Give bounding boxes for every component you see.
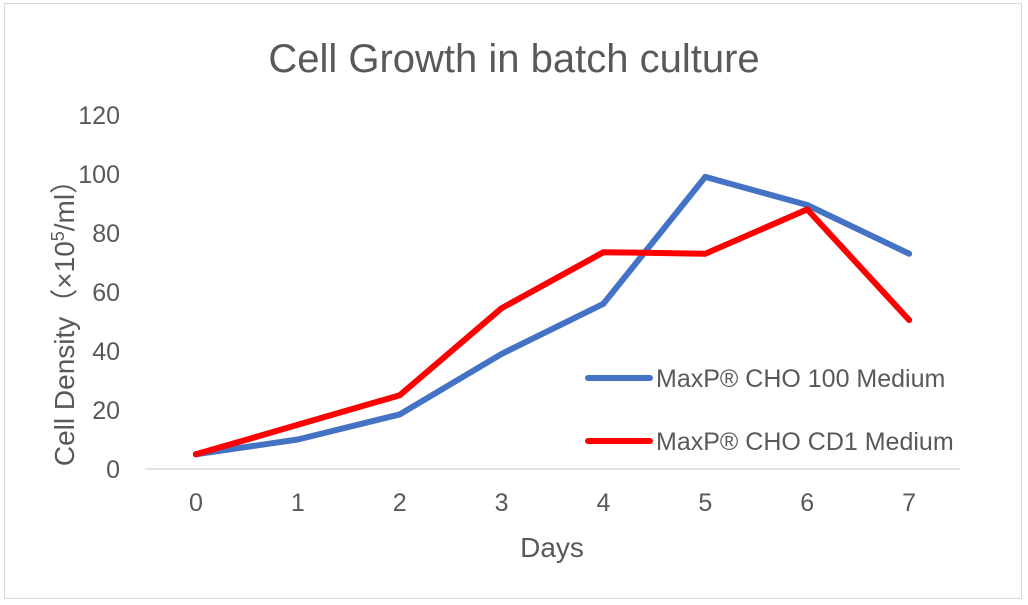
data-point bbox=[906, 317, 913, 323]
y-tick-label: 100 bbox=[78, 161, 120, 189]
data-point bbox=[294, 421, 301, 428]
x-tick-label: 0 bbox=[189, 489, 203, 517]
y-axis-label: Cell Density（×105/ml） bbox=[48, 166, 80, 466]
x-tick-label: 6 bbox=[800, 489, 814, 517]
y-tick-label: 120 bbox=[78, 102, 120, 130]
series-line-0 bbox=[192, 173, 913, 458]
x-tick-label: 7 bbox=[902, 489, 916, 517]
chart-title: Cell Growth in batch culture bbox=[268, 37, 759, 81]
series-line-1 bbox=[192, 206, 913, 458]
x-axis-ticks: 0 1 2 3 4 5 6 7 bbox=[189, 489, 916, 517]
data-point bbox=[498, 305, 505, 312]
y-axis-label-tail: /ml） bbox=[49, 166, 80, 231]
x-axis-label: Days bbox=[520, 532, 584, 563]
x-tick-label: 3 bbox=[495, 489, 509, 517]
data-point bbox=[702, 173, 709, 180]
data-point bbox=[396, 392, 403, 399]
data-point bbox=[192, 451, 199, 458]
data-point bbox=[804, 206, 811, 213]
y-axis-label-main: Cell Density（×10 bbox=[49, 241, 80, 466]
data-point bbox=[396, 411, 403, 418]
legend: MaxP® CHO 100 Medium MaxP® CHO CD1 Medium bbox=[585, 365, 954, 456]
data-point bbox=[294, 436, 301, 443]
legend-entry-label: MaxP® CHO 100 Medium bbox=[656, 365, 945, 393]
y-tick-label: 0 bbox=[106, 456, 120, 484]
data-point bbox=[600, 249, 607, 256]
series-lines bbox=[192, 173, 913, 458]
y-tick-label: 40 bbox=[92, 338, 120, 366]
data-point bbox=[804, 202, 811, 208]
legend-entry-label: MaxP® CHO CD1 Medium bbox=[656, 428, 954, 456]
y-tick-label: 60 bbox=[92, 279, 120, 307]
y-tick-label: 80 bbox=[92, 220, 120, 248]
y-tick-label: 20 bbox=[92, 397, 120, 425]
data-point bbox=[702, 250, 709, 257]
data-point bbox=[906, 250, 913, 257]
data-point bbox=[600, 300, 607, 307]
y-axis-ticks: 0 20 40 60 80 100 120 bbox=[78, 102, 120, 484]
x-tick-label: 4 bbox=[596, 489, 610, 517]
x-tick-label: 5 bbox=[698, 489, 712, 517]
data-point bbox=[498, 350, 505, 357]
x-tick-label: 1 bbox=[291, 489, 305, 517]
y-axis-label-superscript: 5 bbox=[48, 231, 68, 241]
x-tick-label: 2 bbox=[393, 489, 407, 517]
